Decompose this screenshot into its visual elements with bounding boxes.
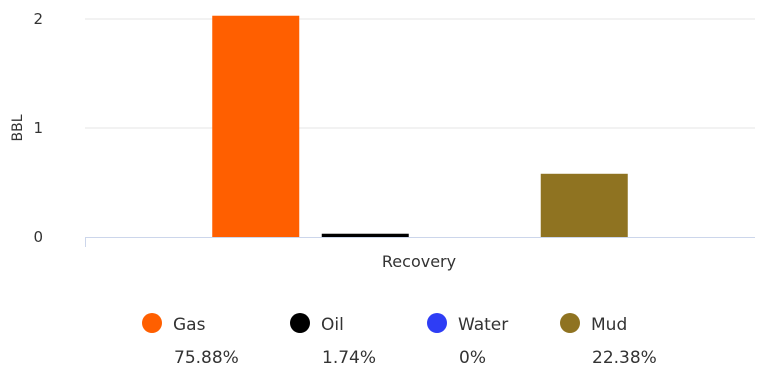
legend-percent: 75.88%: [174, 348, 239, 368]
y-axis-ticks: 0 1 2: [33, 10, 43, 246]
legend-marker: [560, 313, 580, 333]
legend-percent: 22.38%: [592, 348, 657, 368]
legend-percent: 0%: [459, 348, 486, 368]
legend-marker: [290, 313, 310, 333]
legend-item-gas[interactable]: Gas 75.88%: [142, 313, 239, 368]
legend-item-mud[interactable]: Mud 22.38%: [560, 313, 657, 368]
legend-marker: [142, 313, 162, 333]
legend-label: Water: [458, 315, 508, 335]
y-tick-label: 0: [33, 228, 43, 246]
gridlines: [85, 18, 755, 129]
legend-item-water[interactable]: Water 0%: [427, 313, 508, 368]
y-tick-label: 1: [33, 119, 43, 137]
x-category-label: Recovery: [382, 252, 456, 271]
legend-item-oil[interactable]: Oil 1.74%: [290, 313, 376, 368]
legend-label: Mud: [591, 315, 627, 335]
y-axis-title: BBL: [10, 114, 26, 141]
legend-marker: [427, 313, 447, 333]
bar-gas[interactable]: [212, 15, 300, 238]
legend-label: Oil: [321, 315, 344, 335]
bars: [212, 15, 628, 238]
legend-percent: 1.74%: [322, 348, 376, 368]
legend-label: Gas: [173, 315, 206, 335]
bar-mud[interactable]: [540, 173, 628, 237]
bar-oil[interactable]: [321, 233, 409, 237]
legend: Gas 75.88% Oil 1.74% Water 0% Mud 22.38%: [142, 313, 657, 368]
y-tick-label: 2: [33, 10, 43, 28]
